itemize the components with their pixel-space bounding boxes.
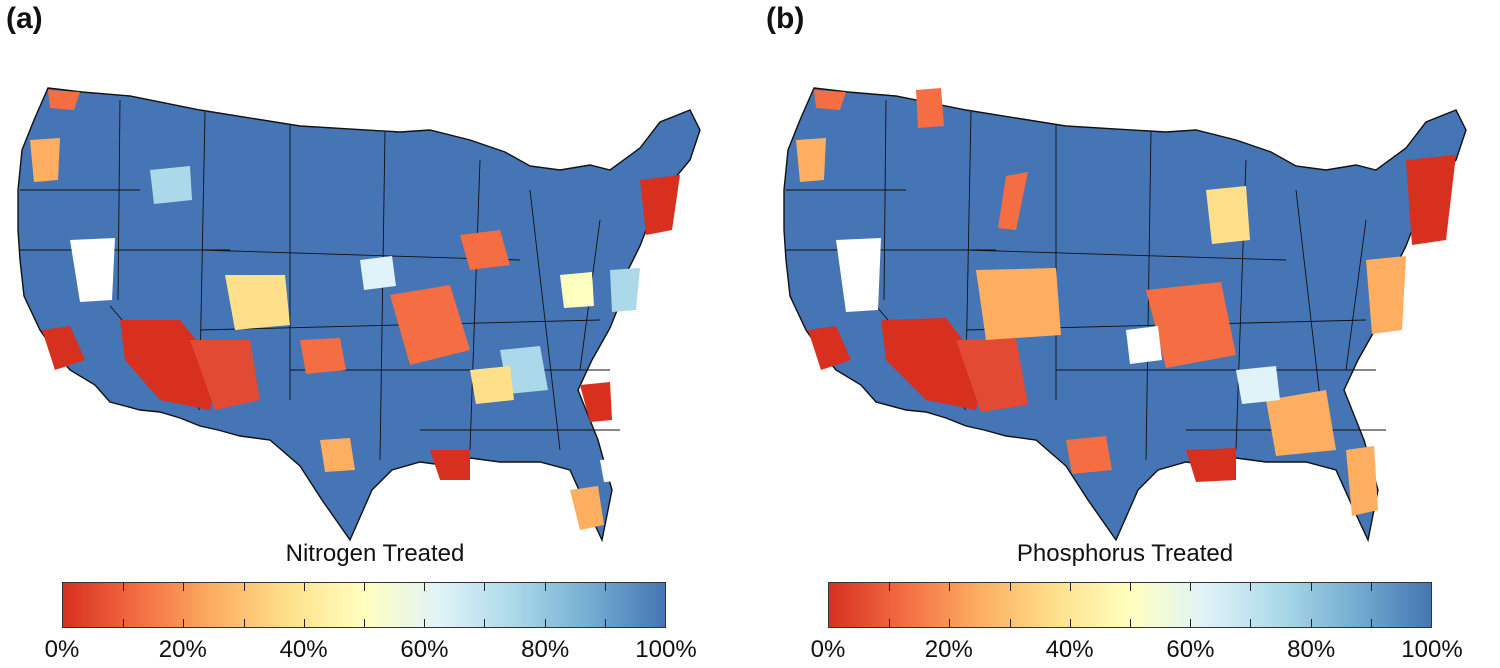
colorbar-tick — [1130, 619, 1131, 627]
colorbar-tick — [424, 619, 426, 627]
colorbar-tick — [243, 583, 245, 591]
tick-label: 20% — [158, 636, 207, 663]
us-map-phosphorus — [783, 87, 1467, 543]
colorbar — [62, 582, 666, 628]
colorbar-tick — [1190, 619, 1192, 627]
colorbar-tick — [243, 619, 245, 627]
colorbar-tick — [1370, 583, 1372, 591]
colorbar-tick-labels: 0% 20% 40% 60% 80% 100% — [45, 636, 697, 666]
colorbar-tick — [1009, 619, 1011, 627]
panel-nitrogen: (a) — [6, 2, 701, 666]
colorbar-tick — [544, 619, 546, 627]
colorbar-tick — [889, 583, 891, 591]
tick-label: 20% — [924, 636, 973, 663]
colorbar-tick — [604, 619, 606, 627]
colorbar-tick — [1130, 583, 1131, 591]
tick-label: 0% — [44, 636, 80, 663]
colorbar-tick — [1190, 583, 1192, 591]
colorbar-tick — [364, 583, 365, 591]
colorbar-tick — [1310, 583, 1312, 591]
tick-label: 40% — [279, 636, 328, 663]
colorbar-tick — [183, 583, 185, 591]
tick-label: 100% — [1401, 636, 1463, 663]
us-map-nitrogen — [17, 87, 701, 543]
colorbar-tick — [1009, 583, 1011, 591]
colorbar-tick — [1370, 619, 1372, 627]
colorbar-tick — [889, 619, 891, 627]
tick-label: 60% — [400, 636, 449, 663]
colorbar-tick — [123, 619, 125, 627]
colorbar-tick — [303, 583, 305, 591]
tick-label: 100% — [635, 636, 697, 663]
colorbar-title: Nitrogen Treated — [285, 540, 465, 567]
us-outline — [17, 87, 701, 543]
tick-label: 0% — [810, 636, 846, 663]
colorbar-tick — [183, 619, 185, 627]
watershed-regions — [796, 88, 1456, 516]
colorbar-tick — [1310, 619, 1312, 627]
colorbar-tick — [1250, 583, 1252, 591]
panel-label: (b) — [766, 2, 805, 35]
tick-label: 40% — [1045, 636, 1094, 663]
colorbar-tick-labels: 0% 20% 40% 60% 80% 100% — [811, 636, 1463, 666]
colorbar-tick — [484, 583, 486, 591]
colorbar-tick — [544, 583, 546, 591]
colorbar-tick — [303, 619, 305, 627]
colorbar-tick — [949, 619, 951, 627]
tick-label: 80% — [521, 636, 570, 663]
colorbar-tick — [123, 583, 125, 591]
colorbar-tick — [1250, 619, 1252, 627]
colorbar-tick — [1069, 583, 1071, 591]
colorbar — [828, 582, 1432, 628]
colorbar-tick — [604, 583, 606, 591]
colorbar-tick — [364, 619, 365, 627]
colorbar-tick — [1069, 619, 1071, 627]
panel-phosphorus: (b) — [750, 0, 1500, 668]
tick-label: 80% — [1287, 636, 1336, 663]
watershed-regions — [30, 90, 680, 530]
colorbar-tick — [949, 583, 951, 591]
colorbar-tick — [484, 619, 486, 627]
tick-label: 60% — [1166, 636, 1215, 663]
colorbar-title: Phosphorus Treated — [1016, 540, 1234, 567]
panel-label: (a) — [6, 2, 43, 35]
colorbar-tick — [424, 583, 426, 591]
